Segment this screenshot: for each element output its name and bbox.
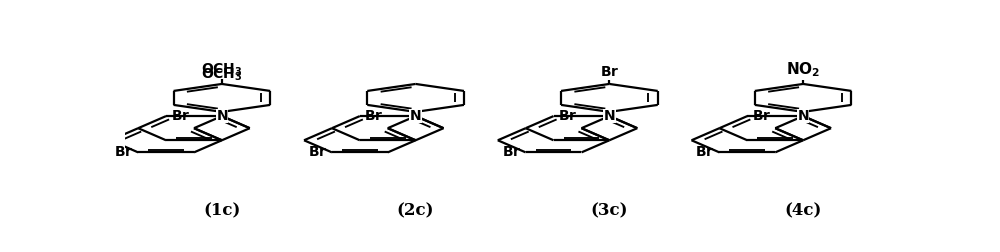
Text: $\mathbf{Br}$: $\mathbf{Br}$ <box>558 109 578 123</box>
Text: $\mathbf{NO_2}$: $\mathbf{NO_2}$ <box>786 60 820 79</box>
Text: $\mathbf{N}$: $\mathbf{N}$ <box>797 109 809 123</box>
Text: $\mathdefault{OCH_3}$: $\mathdefault{OCH_3}$ <box>201 67 243 83</box>
Text: $\mathbf{OCH_3}$: $\mathbf{OCH_3}$ <box>201 62 243 78</box>
Text: $\mathbf{Br}$: $\mathbf{Br}$ <box>171 109 190 123</box>
Text: $\mathbf{Br}$: $\mathbf{Br}$ <box>752 109 771 123</box>
Text: $\mathbf{N}$: $\mathbf{N}$ <box>603 109 616 123</box>
Text: $\mathbf{Br}$: $\mathbf{Br}$ <box>308 145 327 159</box>
Text: (3c): (3c) <box>591 202 628 219</box>
Text: $\mathbf{Br}$: $\mathbf{Br}$ <box>364 109 384 123</box>
Text: $\mathbf{Br}$: $\mathbf{Br}$ <box>114 145 134 159</box>
Text: $\mathbf{Br}$: $\mathbf{Br}$ <box>695 145 715 159</box>
Text: $\mathbf{Br}$: $\mathbf{Br}$ <box>600 65 619 79</box>
Text: (4c): (4c) <box>784 202 822 219</box>
Text: $\mathbf{Br}$: $\mathbf{Br}$ <box>502 145 521 159</box>
Text: $\mathbf{N}$: $\mathbf{N}$ <box>216 109 228 123</box>
Text: (2c): (2c) <box>397 202 434 219</box>
Text: (1c): (1c) <box>203 202 241 219</box>
Text: $\mathbf{N}$: $\mathbf{N}$ <box>409 109 422 123</box>
